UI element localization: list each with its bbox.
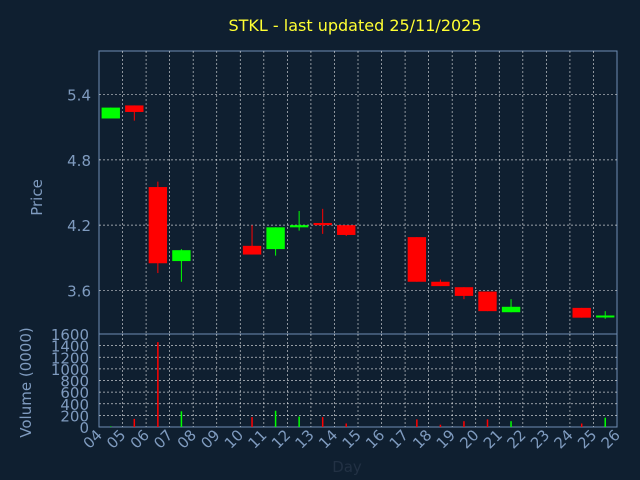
- day-tick-label: 15: [339, 426, 365, 452]
- candle-body: [337, 225, 356, 235]
- volume-bar-05: [133, 418, 136, 427]
- volume-bar-14: [345, 423, 347, 427]
- volume-bar-17: [416, 419, 418, 427]
- candle-body: [313, 222, 332, 226]
- day-tick-label: 21: [480, 426, 506, 452]
- candle-body: [407, 237, 427, 282]
- volume-tick-label: 0: [79, 419, 89, 437]
- volume-tick-label: 1600: [51, 326, 89, 344]
- candle-body: [572, 307, 591, 318]
- day-tick-label: 25: [574, 426, 600, 452]
- day-tick-label: 26: [598, 426, 624, 452]
- candle-17: [407, 237, 427, 282]
- candle-25: [596, 311, 615, 319]
- volume-bar-24: [580, 423, 583, 427]
- candle-body: [478, 291, 497, 312]
- day-tick-label: 05: [103, 426, 129, 452]
- volume-tick-label: 200: [60, 407, 89, 425]
- day-tick-label: 06: [127, 426, 153, 452]
- candle-body: [454, 287, 474, 296]
- candle-20: [478, 291, 497, 312]
- candle-05: [125, 105, 144, 121]
- price-tick-label: 4.2: [67, 217, 91, 235]
- price-candles: [101, 105, 615, 319]
- volume-bar-04: [110, 426, 112, 427]
- day-tick-label: 12: [268, 426, 294, 452]
- candle-04: [101, 107, 120, 119]
- candle-body: [596, 315, 615, 318]
- volume-tick-label: 400: [60, 396, 89, 414]
- volume-bar-21: [510, 421, 512, 427]
- candle-07: [172, 249, 191, 282]
- price-axis-label: Price: [28, 179, 46, 216]
- price-tick-label: 5.4: [67, 87, 91, 105]
- candle-body: [101, 107, 120, 119]
- day-tick-label: 18: [409, 426, 435, 452]
- candle-body: [172, 250, 191, 262]
- candle-12: [289, 211, 309, 231]
- candle-body: [431, 281, 450, 287]
- day-tick-label: 08: [174, 426, 200, 452]
- candle-19: [454, 287, 474, 300]
- volume-tick-label: 600: [60, 384, 89, 402]
- candle-body: [242, 245, 262, 255]
- volume-tick-label: 800: [60, 373, 89, 391]
- candle-24: [572, 307, 591, 318]
- day-tick-label: 14: [315, 426, 341, 452]
- day-tick-label: 19: [433, 426, 459, 452]
- candle-13: [313, 208, 332, 234]
- day-tick-label: 10: [221, 426, 247, 452]
- day-tick-label: 09: [197, 426, 223, 452]
- volume-bar-11: [274, 410, 277, 427]
- day-tick-label: 20: [456, 426, 482, 452]
- candle-body: [289, 225, 309, 228]
- volume-bar-19: [463, 421, 465, 427]
- volume-tick-label: 1000: [51, 361, 89, 379]
- volume-bar-18: [439, 424, 442, 427]
- candle-body: [266, 227, 285, 250]
- grid-lines: [99, 51, 617, 427]
- day-tick-label: 23: [527, 426, 553, 452]
- day-tick-label: 07: [150, 426, 176, 452]
- day-tick-label: 13: [292, 426, 318, 452]
- volume-tick-label: 1200: [51, 349, 89, 367]
- day-tick-label: 16: [362, 426, 388, 452]
- day-tick-label: 17: [386, 426, 412, 452]
- volume-bar-07: [180, 411, 183, 427]
- volume-tick-label: 1400: [51, 338, 89, 356]
- candle-11: [266, 227, 285, 256]
- price-tick-label: 4.8: [67, 152, 91, 170]
- day-tick-label: 24: [551, 426, 577, 452]
- day-tick-label: 22: [503, 426, 529, 452]
- x-axis-label: Day: [332, 458, 362, 476]
- volume-bar-20: [486, 419, 489, 427]
- price-tick-label: 3.6: [67, 282, 91, 300]
- volume-bars: [110, 342, 606, 427]
- volume-bar-25: [604, 417, 606, 427]
- day-tick-label: 11: [244, 426, 270, 452]
- candle-body: [501, 306, 521, 313]
- candle-14: [337, 225, 356, 237]
- volume-bar-10: [251, 417, 253, 427]
- candle-21: [501, 299, 521, 313]
- candle-body: [125, 105, 144, 112]
- volume-bar-06: [157, 342, 159, 427]
- chart-title: STKL - last updated 25/11/2025: [228, 16, 481, 35]
- candle-body: [148, 187, 168, 264]
- candle-18: [431, 279, 450, 287]
- volume-bar-13: [321, 417, 324, 427]
- candle-10: [242, 225, 262, 255]
- candle-06: [148, 181, 168, 274]
- volume-axis-label: Volume (0000): [17, 327, 35, 437]
- volume-bar-12: [298, 416, 300, 427]
